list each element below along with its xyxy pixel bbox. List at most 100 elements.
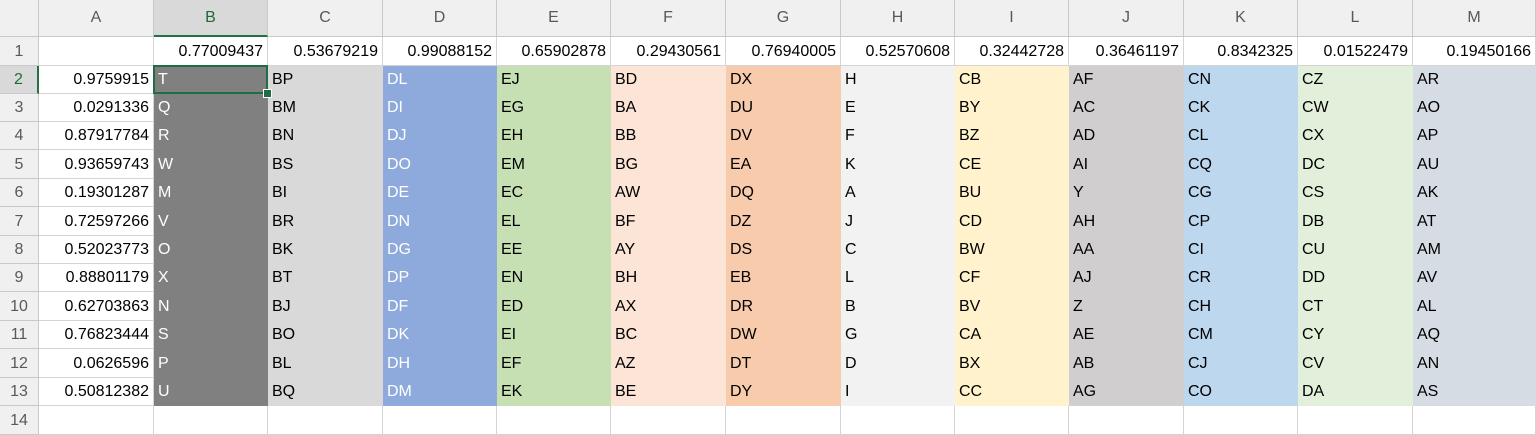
- cell-c6[interactable]: BI: [268, 179, 383, 207]
- cell-b8[interactable]: O: [154, 236, 268, 264]
- cell-k2[interactable]: CN: [1184, 66, 1298, 94]
- cell-b1[interactable]: 0.77009437: [154, 37, 268, 66]
- cell-i8[interactable]: BW: [955, 236, 1069, 264]
- row-header-2[interactable]: 2: [0, 66, 39, 94]
- cell-a7[interactable]: 0.72597266: [39, 207, 154, 236]
- cell-e1[interactable]: 0.65902878: [497, 37, 611, 66]
- cell-j8[interactable]: AA: [1069, 236, 1184, 264]
- cell-h5[interactable]: K: [841, 150, 955, 179]
- cell-d11[interactable]: DK: [383, 321, 497, 349]
- cell-l2[interactable]: CZ: [1298, 66, 1413, 94]
- cell-k11[interactable]: CM: [1184, 321, 1298, 349]
- cell-b7[interactable]: V: [154, 207, 268, 236]
- cell-f10[interactable]: AX: [611, 292, 726, 321]
- cell-g13[interactable]: DY: [726, 378, 841, 406]
- cell-h6[interactable]: A: [841, 179, 955, 207]
- cell-g1[interactable]: 0.76940005: [726, 37, 841, 66]
- cell-i1[interactable]: 0.32442728: [955, 37, 1069, 66]
- column-header-d[interactable]: D: [383, 0, 497, 37]
- row-header-12[interactable]: 12: [0, 349, 39, 378]
- cell-j6[interactable]: Y: [1069, 179, 1184, 207]
- cell-d1[interactable]: 0.99088152: [383, 37, 497, 66]
- cell-a11[interactable]: 0.76823444: [39, 321, 154, 349]
- cell-d12[interactable]: DH: [383, 349, 497, 378]
- column-header-a[interactable]: A: [39, 0, 154, 37]
- cell-d9[interactable]: DP: [383, 264, 497, 292]
- cell-d4[interactable]: DJ: [383, 122, 497, 150]
- cell-b13[interactable]: U: [154, 378, 268, 406]
- cell-e11[interactable]: EI: [497, 321, 611, 349]
- cell-e14[interactable]: [497, 406, 611, 435]
- cell-e13[interactable]: EK: [497, 378, 611, 406]
- cell-m7[interactable]: AT: [1413, 207, 1536, 236]
- cell-l3[interactable]: CW: [1298, 94, 1413, 122]
- cell-b12[interactable]: P: [154, 349, 268, 378]
- cell-f2[interactable]: BD: [611, 66, 726, 94]
- cell-i5[interactable]: CE: [955, 150, 1069, 179]
- cell-d7[interactable]: DN: [383, 207, 497, 236]
- cell-f11[interactable]: BC: [611, 321, 726, 349]
- cell-j11[interactable]: AE: [1069, 321, 1184, 349]
- column-header-c[interactable]: C: [268, 0, 383, 37]
- cell-i2[interactable]: CB: [955, 66, 1069, 94]
- cell-c3[interactable]: BM: [268, 94, 383, 122]
- cell-g10[interactable]: DR: [726, 292, 841, 321]
- cell-m11[interactable]: AQ: [1413, 321, 1536, 349]
- cell-e8[interactable]: EE: [497, 236, 611, 264]
- cell-b2[interactable]: T: [154, 66, 268, 94]
- cell-c10[interactable]: BJ: [268, 292, 383, 321]
- cell-a5[interactable]: 0.93659743: [39, 150, 154, 179]
- cell-j13[interactable]: AG: [1069, 378, 1184, 406]
- cell-f4[interactable]: BB: [611, 122, 726, 150]
- cell-j1[interactable]: 0.36461197: [1069, 37, 1184, 66]
- cell-h13[interactable]: I: [841, 378, 955, 406]
- cell-c9[interactable]: BT: [268, 264, 383, 292]
- cell-l13[interactable]: DA: [1298, 378, 1413, 406]
- cell-i11[interactable]: CA: [955, 321, 1069, 349]
- cell-k10[interactable]: CH: [1184, 292, 1298, 321]
- row-header-11[interactable]: 11: [0, 321, 39, 349]
- cell-g5[interactable]: EA: [726, 150, 841, 179]
- row-header-10[interactable]: 10: [0, 292, 39, 321]
- row-header-1[interactable]: 1: [0, 37, 39, 66]
- cell-l11[interactable]: CY: [1298, 321, 1413, 349]
- column-header-h[interactable]: H: [841, 0, 955, 37]
- column-header-l[interactable]: L: [1298, 0, 1413, 37]
- cell-h11[interactable]: G: [841, 321, 955, 349]
- cell-h1[interactable]: 0.52570608: [841, 37, 955, 66]
- cell-c14[interactable]: [268, 406, 383, 435]
- cell-m10[interactable]: AL: [1413, 292, 1536, 321]
- cell-i10[interactable]: BV: [955, 292, 1069, 321]
- cell-c4[interactable]: BN: [268, 122, 383, 150]
- cell-l1[interactable]: 0.01522479: [1298, 37, 1413, 66]
- cell-d14[interactable]: [383, 406, 497, 435]
- cell-i12[interactable]: BX: [955, 349, 1069, 378]
- cell-k14[interactable]: [1184, 406, 1298, 435]
- cell-j9[interactable]: AJ: [1069, 264, 1184, 292]
- cell-g9[interactable]: EB: [726, 264, 841, 292]
- cell-d10[interactable]: DF: [383, 292, 497, 321]
- cell-m4[interactable]: AP: [1413, 122, 1536, 150]
- cell-e12[interactable]: EF: [497, 349, 611, 378]
- column-header-e[interactable]: E: [497, 0, 611, 37]
- cell-h4[interactable]: F: [841, 122, 955, 150]
- cell-d3[interactable]: DI: [383, 94, 497, 122]
- cell-d5[interactable]: DO: [383, 150, 497, 179]
- cell-m8[interactable]: AM: [1413, 236, 1536, 264]
- cell-g7[interactable]: DZ: [726, 207, 841, 236]
- cell-e2[interactable]: EJ: [497, 66, 611, 94]
- cell-l4[interactable]: CX: [1298, 122, 1413, 150]
- cell-g4[interactable]: DV: [726, 122, 841, 150]
- cell-a10[interactable]: 0.62703863: [39, 292, 154, 321]
- cell-c12[interactable]: BL: [268, 349, 383, 378]
- cell-c7[interactable]: BR: [268, 207, 383, 236]
- cell-l5[interactable]: DC: [1298, 150, 1413, 179]
- cell-k8[interactable]: CI: [1184, 236, 1298, 264]
- cell-g2[interactable]: DX: [726, 66, 841, 94]
- column-header-i[interactable]: I: [955, 0, 1069, 37]
- cell-d8[interactable]: DG: [383, 236, 497, 264]
- row-header-5[interactable]: 5: [0, 150, 39, 179]
- cell-m2[interactable]: AR: [1413, 66, 1536, 94]
- cell-j4[interactable]: AD: [1069, 122, 1184, 150]
- cell-e9[interactable]: EN: [497, 264, 611, 292]
